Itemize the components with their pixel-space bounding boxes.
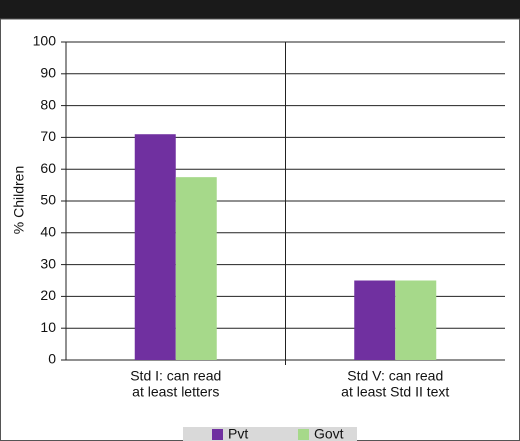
header-band bbox=[0, 0, 520, 19]
x-tick-label: Std I: can read bbox=[130, 368, 221, 384]
y-tick-label: 80 bbox=[40, 96, 56, 112]
y-tick-label: 60 bbox=[40, 160, 56, 176]
bar bbox=[354, 280, 396, 360]
bar bbox=[134, 134, 176, 360]
y-tick-label: 0 bbox=[48, 351, 56, 367]
x-tick-label: Std V: can read bbox=[347, 368, 443, 384]
y-tick-label: 90 bbox=[40, 65, 56, 81]
y-tick-label: 100 bbox=[33, 33, 57, 49]
y-tick-label: 50 bbox=[40, 192, 56, 208]
y-tick-label: 20 bbox=[40, 287, 56, 303]
y-axis-label: % Children bbox=[11, 166, 27, 234]
y-tick-label: 70 bbox=[40, 128, 56, 144]
legend-label: Govt bbox=[314, 426, 344, 441]
legend-swatch bbox=[212, 429, 223, 440]
y-tick-label: 10 bbox=[40, 319, 56, 335]
bar bbox=[175, 177, 217, 360]
bar bbox=[395, 280, 437, 360]
legend-box bbox=[183, 427, 357, 441]
legend-swatch bbox=[298, 429, 309, 440]
x-tick-label: at least Std II text bbox=[341, 384, 449, 400]
x-tick-label: at least letters bbox=[132, 384, 219, 400]
y-tick-label: 40 bbox=[40, 224, 56, 240]
legend-label: Pvt bbox=[228, 426, 248, 441]
y-tick-label: 30 bbox=[40, 255, 56, 271]
